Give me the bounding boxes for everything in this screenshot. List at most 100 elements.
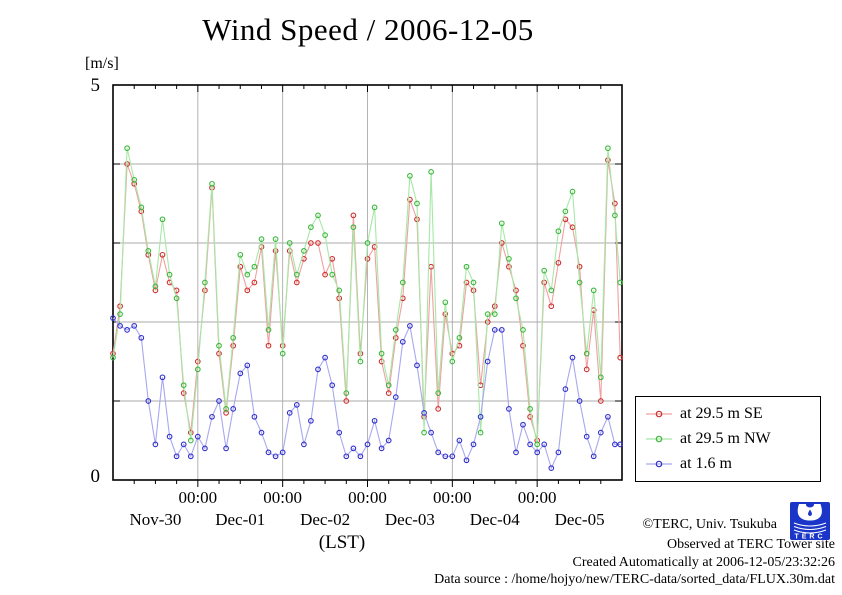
data-point	[583, 433, 590, 440]
legend-entry-29.5m-se: at 29.5 m SE	[645, 405, 816, 423]
data-point	[463, 279, 470, 286]
data-point	[498, 220, 505, 227]
data-point	[506, 263, 512, 270]
data-point	[590, 287, 597, 294]
series-line	[112, 160, 621, 441]
data-point	[605, 413, 611, 420]
data-point	[265, 327, 272, 333]
data-point	[244, 271, 251, 278]
data-point	[456, 334, 463, 341]
data-point	[520, 327, 526, 333]
data-point	[617, 279, 624, 286]
data-point	[159, 374, 166, 381]
data-point	[145, 248, 152, 254]
data-point	[251, 263, 258, 270]
x-date-label: Dec-03	[385, 510, 435, 529]
data-point	[343, 453, 350, 460]
legend-marker-nw-icon	[646, 435, 672, 443]
data-point	[124, 145, 130, 152]
data-point	[117, 323, 123, 329]
data-point	[385, 390, 392, 396]
data-point	[131, 176, 138, 183]
data-point	[152, 287, 159, 294]
data-point	[187, 453, 194, 460]
data-point	[301, 248, 307, 254]
data-point	[293, 279, 300, 286]
data-point	[421, 410, 427, 416]
data-point	[322, 232, 328, 238]
data-point	[166, 433, 173, 440]
data-point	[258, 236, 265, 242]
data-point	[576, 398, 583, 404]
data-point	[392, 394, 399, 400]
created-at-text: Created Automatically at 2006-12-05/23:3…	[572, 555, 835, 570]
data-point	[357, 453, 364, 460]
data-point	[209, 413, 215, 420]
data-point	[202, 279, 208, 286]
terc-logo-text: TERC	[794, 534, 825, 541]
data-point	[180, 382, 187, 389]
data-point	[279, 449, 286, 456]
data-point	[385, 437, 392, 444]
data-point	[617, 441, 624, 448]
data-point	[555, 449, 562, 456]
data-point	[315, 212, 321, 219]
data-point	[399, 279, 406, 286]
data-point	[237, 251, 244, 258]
data-point	[548, 465, 555, 471]
data-point	[173, 295, 180, 302]
data-point	[513, 449, 519, 456]
data-point	[230, 342, 237, 349]
data-point	[124, 161, 130, 167]
y-axis-unit-label: [m/s]	[85, 55, 119, 72]
data-point	[399, 338, 406, 345]
legend-entry-1.6m: at 1.6 m	[645, 455, 816, 473]
data-point	[329, 271, 336, 278]
data-point	[520, 342, 526, 349]
y-axis-min-tick-label: 0	[90, 466, 101, 487]
data-point	[159, 251, 166, 258]
data-point	[272, 236, 279, 242]
data-point	[428, 429, 434, 436]
legend-label-nw: at 29.5 m NW	[680, 429, 771, 447]
data-point	[442, 299, 449, 306]
data-point	[272, 453, 279, 460]
data-point	[576, 279, 583, 286]
x-date-label: Nov-30	[129, 510, 181, 529]
data-point	[265, 449, 272, 456]
data-point	[265, 342, 272, 349]
data-point	[576, 263, 583, 270]
data-point	[237, 370, 244, 377]
data-point	[428, 169, 434, 175]
x-date-label: Dec-05	[555, 510, 605, 529]
data-point	[555, 259, 562, 266]
data-point	[166, 271, 173, 278]
data-point	[279, 350, 286, 357]
data-point	[506, 255, 512, 262]
data-point	[364, 441, 371, 448]
data-point	[110, 315, 116, 321]
data-point	[407, 173, 413, 179]
data-point	[173, 453, 180, 460]
x-date-label: Dec-04	[470, 510, 521, 529]
data-point	[159, 216, 166, 223]
data-point	[435, 406, 442, 412]
data-point	[612, 212, 618, 219]
data-point	[435, 390, 442, 396]
data-point	[590, 453, 597, 460]
data-point	[477, 413, 484, 420]
data-point	[527, 441, 533, 448]
data-point	[555, 228, 562, 235]
data-point	[350, 212, 357, 219]
data-point	[350, 445, 357, 452]
data-point	[336, 287, 343, 294]
legend: at 29.5 m SE at 29.5 m NW at 1.6 m	[635, 396, 821, 482]
data-point	[131, 323, 138, 329]
data-point	[506, 406, 512, 412]
data-point	[548, 303, 555, 310]
legend-marker-se-icon	[646, 410, 672, 417]
data-point	[230, 334, 237, 341]
x-tick-label: 00:00	[348, 488, 387, 507]
data-point	[223, 410, 229, 416]
data-point	[569, 354, 576, 361]
